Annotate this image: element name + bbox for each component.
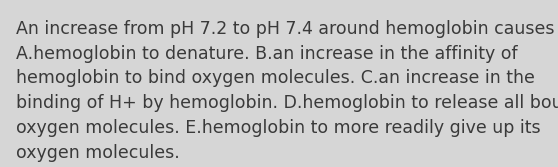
Text: hemoglobin to bind oxygen molecules. C.an increase in the: hemoglobin to bind oxygen molecules. C.a…	[16, 69, 535, 88]
Text: An increase from pH 7.2 to pH 7.4 around hemoglobin causes: An increase from pH 7.2 to pH 7.4 around…	[16, 20, 554, 38]
Text: oxygen molecules. E.hemoglobin to more readily give up its: oxygen molecules. E.hemoglobin to more r…	[16, 119, 540, 137]
Text: oxygen molecules.: oxygen molecules.	[16, 144, 179, 162]
Text: binding of H+ by hemoglobin. D.hemoglobin to release all bound: binding of H+ by hemoglobin. D.hemoglobi…	[16, 94, 558, 112]
Text: A.hemoglobin to denature. B.an increase in the affinity of: A.hemoglobin to denature. B.an increase …	[16, 45, 517, 63]
